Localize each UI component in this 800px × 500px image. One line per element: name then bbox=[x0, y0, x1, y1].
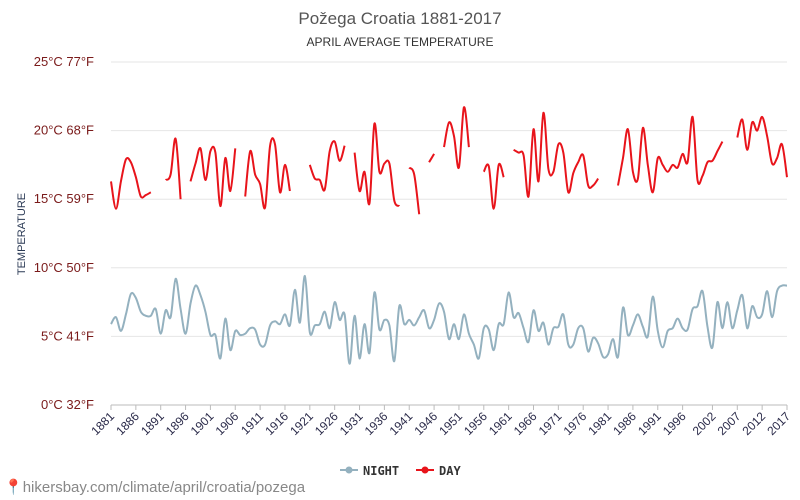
x-tick-label: 1916 bbox=[262, 409, 291, 438]
series-line-day bbox=[443, 106, 470, 169]
legend-night-marker bbox=[345, 466, 353, 474]
y-tick-label: 20°C 68°F bbox=[34, 123, 94, 138]
chart-title: Požega Croatia 1881-2017 bbox=[298, 9, 501, 28]
location-pin-icon: 📍 bbox=[4, 479, 23, 496]
x-tick-label: 1921 bbox=[287, 409, 316, 438]
y-tick-label: 10°C 50°F bbox=[34, 260, 94, 275]
x-tick-label: 1896 bbox=[163, 409, 192, 438]
series-line-day bbox=[244, 137, 291, 210]
x-tick-label: 1966 bbox=[511, 409, 540, 438]
x-tick-label: 1986 bbox=[610, 409, 639, 438]
series-line-day bbox=[110, 157, 152, 210]
x-tick-label: 1926 bbox=[312, 409, 341, 438]
x-tick-label: 1991 bbox=[635, 409, 664, 438]
x-tick-label: 1911 bbox=[238, 409, 266, 437]
x-tick-label: 1931 bbox=[337, 409, 366, 438]
y-axis-ticks: 0°C 32°F 5°C 41°F 10°C 50°F 15°C 59°F 20°C 6… bbox=[34, 54, 94, 412]
x-tick-label: 2007 bbox=[715, 409, 744, 438]
legend-night-label: NIGHT bbox=[363, 464, 399, 478]
y-tick-label: 25°C 77°F bbox=[34, 54, 94, 69]
x-axis: 1881188618911896190119061911191619211926… bbox=[88, 405, 793, 438]
y-tick-label: 5°C 41°F bbox=[41, 328, 94, 343]
series-line-day bbox=[189, 145, 237, 208]
legend-item-day[interactable]: DAY bbox=[416, 464, 461, 478]
x-tick-label: 2002 bbox=[690, 409, 719, 438]
legend[interactable]: NIGHT DAY bbox=[340, 464, 461, 478]
x-tick-label: 1996 bbox=[660, 409, 689, 438]
x-tick-label: 1941 bbox=[387, 409, 416, 438]
x-tick-label: 1951 bbox=[436, 409, 465, 438]
x-tick-label: 1881 bbox=[88, 409, 117, 438]
x-tick-label: 1906 bbox=[213, 409, 242, 438]
legend-day-label: DAY bbox=[439, 464, 461, 478]
chart-subtitle: APRIL AVERAGE TEMPERATURE bbox=[307, 35, 494, 49]
y-axis-label: TEMPERATURE bbox=[16, 193, 28, 275]
x-tick-label: 1976 bbox=[561, 409, 590, 438]
x-tick-label: 2012 bbox=[739, 409, 768, 438]
x-tick-label: 1891 bbox=[138, 409, 167, 438]
series-line-night bbox=[110, 274, 788, 365]
footer-link[interactable]: 📍hikersbay.com/climate/april/croatia/poz… bbox=[4, 478, 305, 496]
legend-day-marker bbox=[421, 466, 429, 474]
series-line-day bbox=[308, 140, 346, 192]
series-line-day bbox=[736, 115, 788, 178]
x-tick-label: 1961 bbox=[486, 409, 515, 438]
grid-lines bbox=[111, 61, 787, 406]
y-tick-label: 15°C 59°F bbox=[34, 191, 94, 206]
x-tick-label: 1901 bbox=[188, 409, 217, 438]
series-line-day bbox=[513, 111, 599, 198]
footer-url: hikersbay.com/climate/april/croatia/poze… bbox=[22, 479, 306, 496]
series-line-day bbox=[482, 162, 505, 210]
x-tick-label: 1956 bbox=[461, 409, 490, 438]
x-tick-label: 1886 bbox=[113, 409, 142, 438]
legend-item-night[interactable]: NIGHT bbox=[340, 464, 399, 478]
y-tick-label: 0°C 32°F bbox=[41, 397, 94, 412]
series-lines bbox=[110, 106, 788, 365]
series-line-day bbox=[164, 137, 182, 200]
x-tick-label: 1971 bbox=[536, 409, 565, 438]
series-line-day bbox=[428, 153, 435, 163]
x-tick-label: 1981 bbox=[585, 409, 614, 438]
x-tick-label: 1936 bbox=[362, 409, 391, 438]
series-line-day bbox=[353, 122, 401, 207]
series-line-day bbox=[408, 166, 421, 215]
x-tick-label: 2017 bbox=[764, 409, 793, 438]
x-tick-label: 1946 bbox=[411, 409, 440, 438]
series-line-day bbox=[617, 115, 724, 194]
